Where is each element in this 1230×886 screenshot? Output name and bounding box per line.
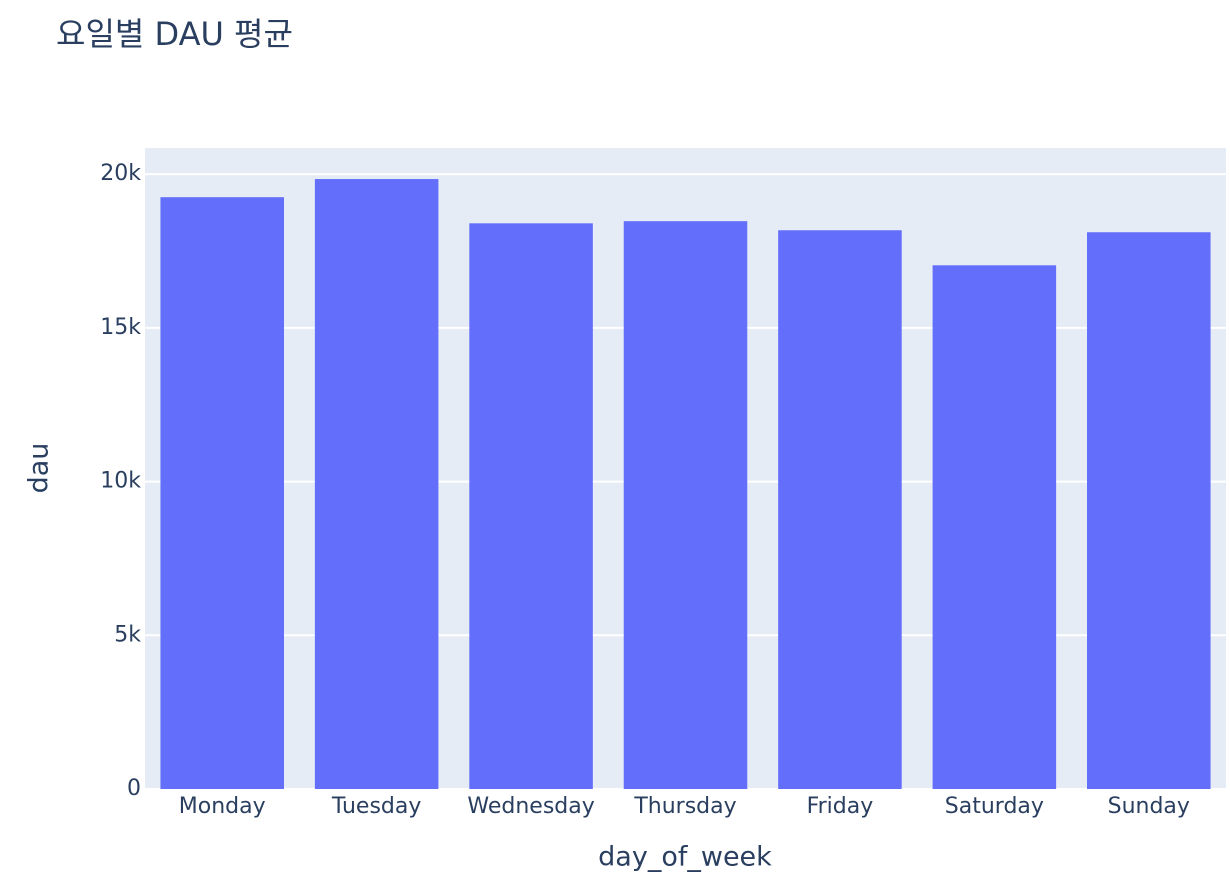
x-tick-label: Friday — [807, 794, 874, 819]
x-tick-label: Thursday — [633, 794, 736, 819]
x-tick-label: Monday — [179, 794, 266, 819]
bar — [778, 230, 902, 790]
y-tick-label: 0 — [127, 776, 141, 801]
bar — [1087, 232, 1211, 789]
bar — [469, 223, 593, 789]
x-tick-label: Saturday — [945, 794, 1044, 819]
x-axis-label: day_of_week — [598, 842, 772, 873]
x-tick-label: Sunday — [1108, 794, 1190, 819]
x-tick-label: Tuesday — [331, 794, 422, 819]
x-tick-label: Wednesday — [467, 794, 594, 819]
y-tick-label: 5k — [114, 622, 141, 647]
bar — [623, 221, 748, 789]
y-axis-label: dau — [24, 443, 55, 494]
y-tick-label: 20k — [100, 161, 141, 186]
bar — [160, 197, 284, 789]
bar — [932, 265, 1057, 789]
y-tick-label: 10k — [100, 469, 141, 494]
bar — [314, 179, 439, 789]
y-tick-label: 15k — [100, 315, 141, 340]
chart-title: 요일별 DAU 평균 — [56, 15, 293, 53]
